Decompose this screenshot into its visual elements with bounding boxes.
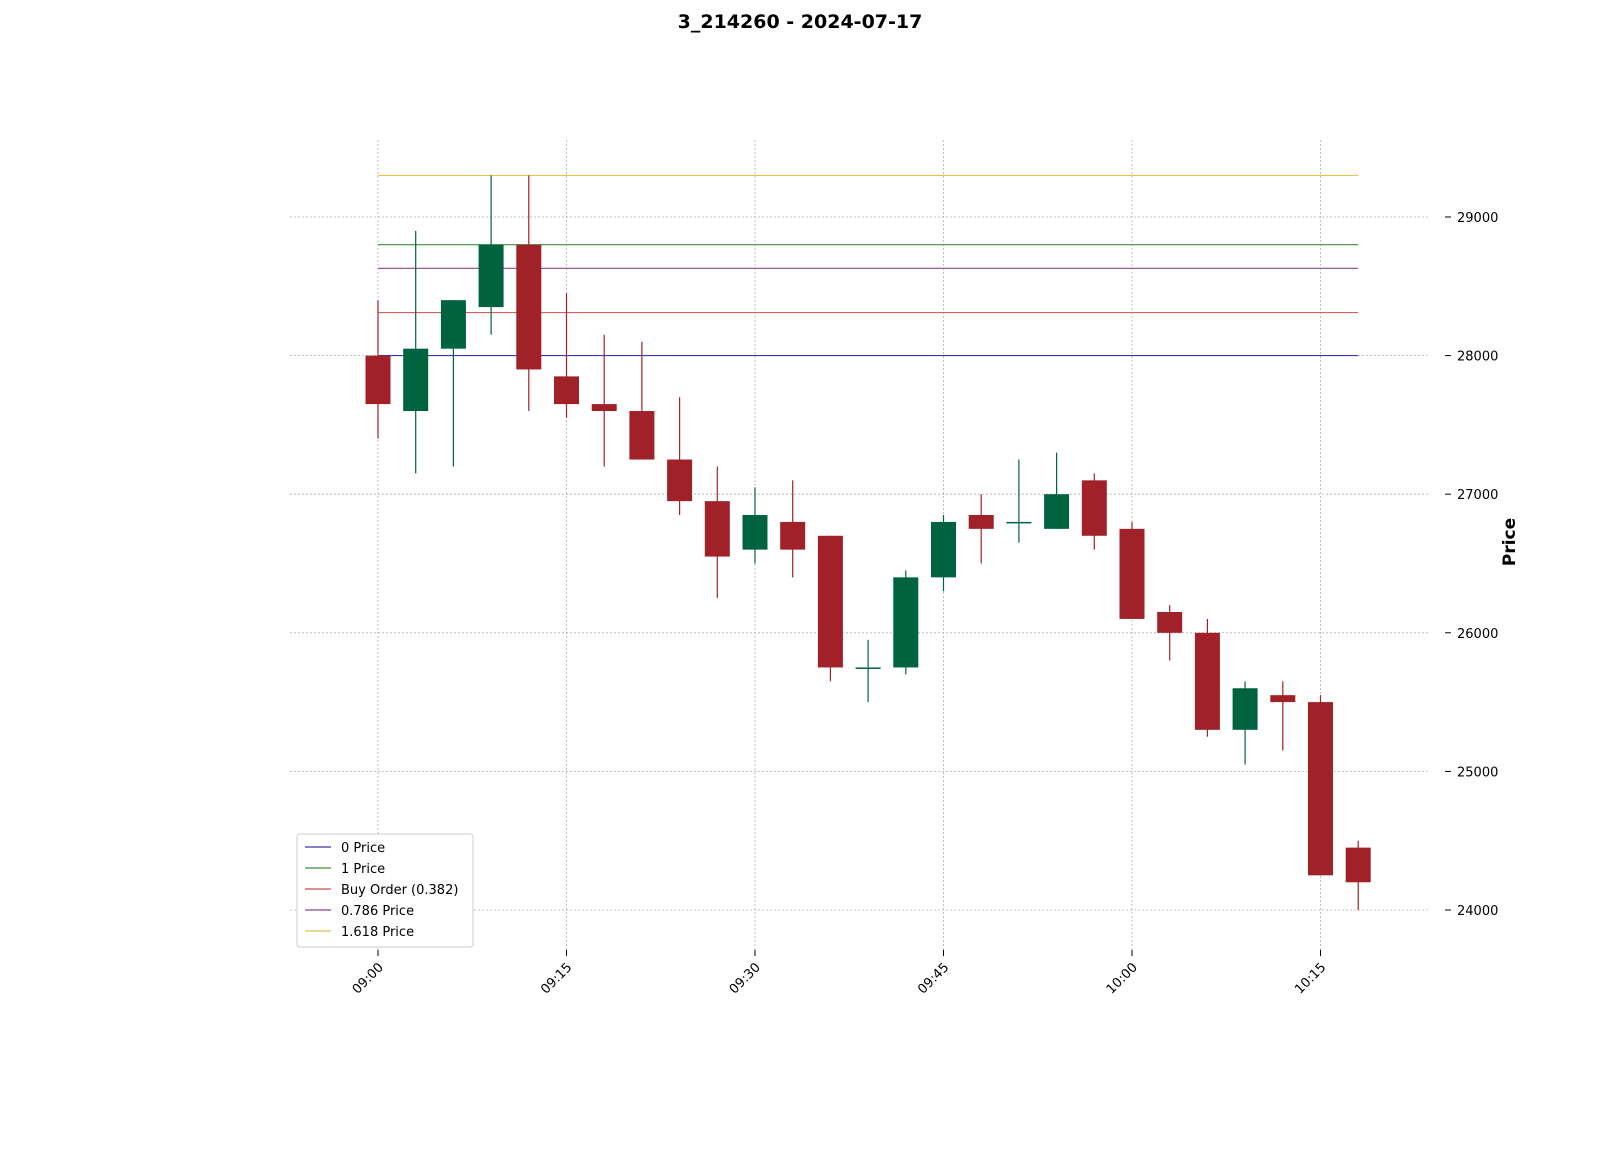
candle-body: [403, 349, 428, 411]
candle-body: [1044, 494, 1069, 529]
candle-body: [366, 356, 391, 405]
candle-body: [1120, 529, 1145, 619]
x-tick-label: 09:45: [915, 960, 952, 997]
y-tick-label: 29000: [1457, 211, 1498, 226]
candle-body: [743, 515, 768, 550]
candle-body: [893, 577, 918, 667]
candle-body: [705, 501, 730, 556]
y-axis-label: Price: [1500, 518, 1520, 566]
candle-body: [818, 536, 843, 668]
candle-body: [856, 667, 881, 669]
candle-body: [1006, 522, 1031, 524]
candle-body: [441, 300, 466, 349]
legend-label: 1.618 Price: [341, 925, 414, 940]
candle-body: [1346, 848, 1371, 883]
candle-body: [1270, 695, 1295, 702]
candle-body: [1233, 688, 1258, 730]
x-tick-label: 09:15: [538, 960, 575, 997]
candle-body: [780, 522, 805, 550]
candle-body: [479, 245, 504, 307]
candle-body: [1195, 633, 1220, 730]
chart-title: 3_214260 - 2024-07-17: [678, 11, 923, 33]
legend-label: 1 Price: [341, 862, 385, 877]
legend-label: 0 Price: [341, 841, 385, 856]
candle-body: [1308, 702, 1333, 875]
y-tick-label: 27000: [1457, 488, 1498, 503]
x-tick-label: 10:15: [1292, 960, 1329, 997]
candle-body: [931, 522, 956, 577]
y-tick-label: 24000: [1457, 904, 1498, 919]
candle-body: [969, 515, 994, 529]
grid: [290, 140, 1430, 950]
y-tick-label: 28000: [1457, 350, 1498, 365]
candles: [366, 175, 1371, 910]
legend-label: 0.786 Price: [341, 904, 414, 919]
candle-body: [554, 376, 579, 404]
candle-body: [629, 411, 654, 460]
x-tick-label: 10:00: [1104, 960, 1141, 997]
candle-body: [667, 460, 692, 502]
x-tick-label: 09:30: [727, 960, 764, 997]
candle-body: [516, 245, 541, 370]
candle-body: [1157, 612, 1182, 633]
candle-body: [592, 404, 617, 411]
candle-body: [1082, 480, 1107, 535]
x-tick-label: 09:00: [350, 960, 387, 997]
y-axis: 24000 25000 26000 27000 28000 29000: [1445, 211, 1498, 919]
legend-label: Buy Order (0.382): [341, 883, 458, 898]
y-tick-label: 26000: [1457, 627, 1498, 642]
y-tick-label: 25000: [1457, 765, 1498, 780]
x-axis: 09:00 09:15 09:30 09:45 10:00 10:15: [350, 950, 1330, 997]
legend: 0 Price 1 Price Buy Order (0.382) 0.786 Pri…: [297, 834, 473, 947]
